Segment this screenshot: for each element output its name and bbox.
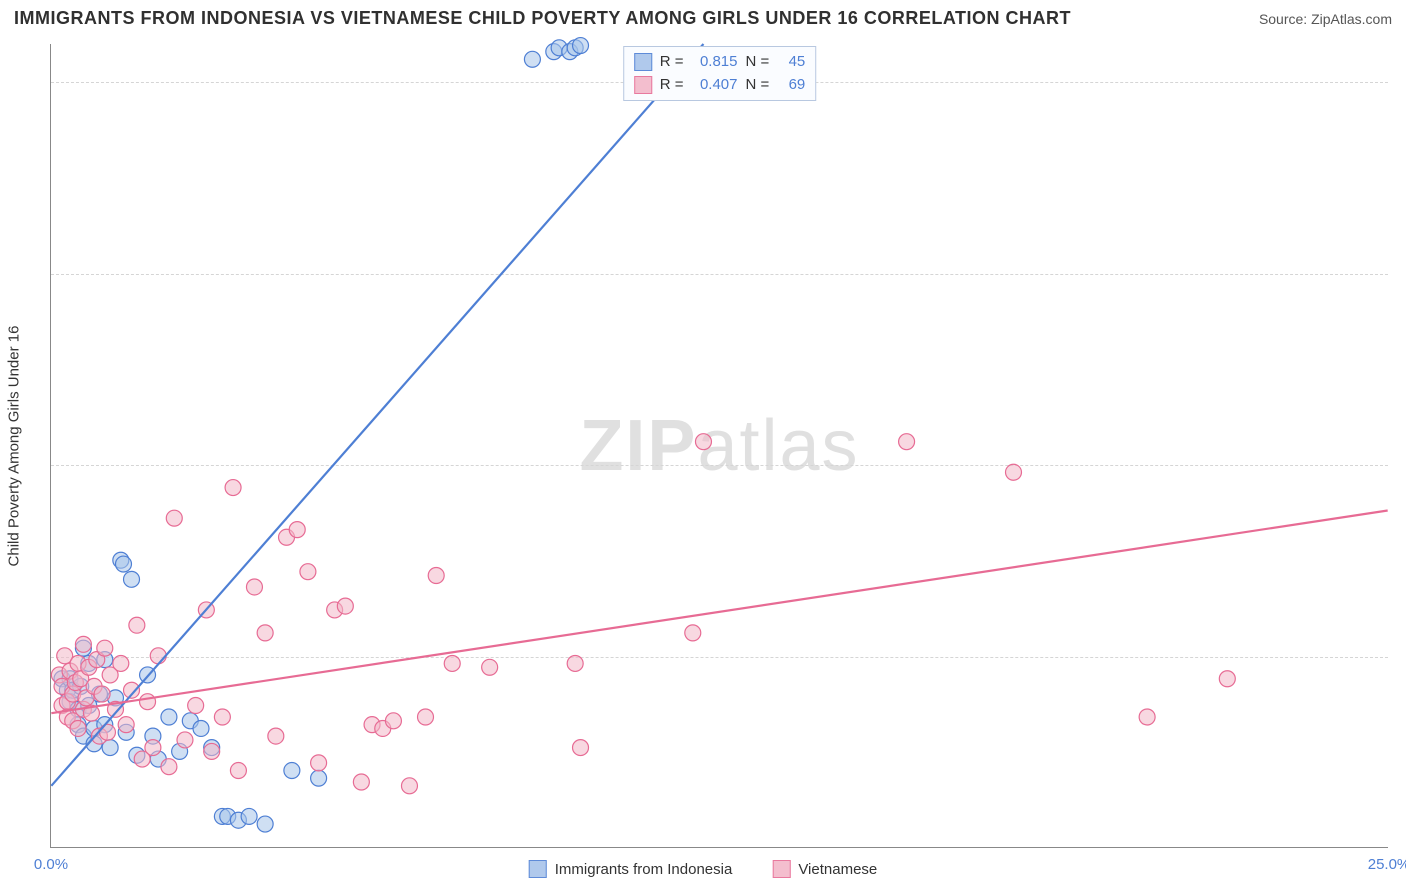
y-tick-label: 25.0% bbox=[1396, 648, 1406, 665]
scatter-point bbox=[567, 655, 583, 671]
plot-area: ZIPatlas 25.0%50.0%75.0%100.0% 0.0%25.0%… bbox=[50, 44, 1388, 848]
legend-swatch bbox=[634, 76, 652, 94]
scatter-point bbox=[113, 655, 129, 671]
regression-line bbox=[51, 511, 1387, 714]
scatter-point bbox=[524, 51, 540, 67]
y-axis-label: Child Poverty Among Girls Under 16 bbox=[6, 205, 23, 446]
scatter-point bbox=[300, 564, 316, 580]
scatter-point bbox=[257, 625, 273, 641]
scatter-point bbox=[418, 709, 434, 725]
scatter-point bbox=[573, 740, 589, 756]
legend-n-label: N = bbox=[746, 74, 770, 97]
legend-series-name: Immigrants from Indonesia bbox=[555, 861, 733, 878]
chart-header: IMMIGRANTS FROM INDONESIA VS VIETNAMESE … bbox=[14, 8, 1392, 29]
regression-line bbox=[51, 44, 703, 786]
chart-title: IMMIGRANTS FROM INDONESIA VS VIETNAMESE … bbox=[14, 8, 1071, 29]
scatter-point bbox=[161, 709, 177, 725]
scatter-point bbox=[124, 571, 140, 587]
scatter-point bbox=[129, 617, 145, 633]
legend-n-label: N = bbox=[746, 51, 770, 74]
scatter-point bbox=[337, 598, 353, 614]
scatter-point bbox=[482, 659, 498, 675]
scatter-point bbox=[75, 636, 91, 652]
scatter-point bbox=[193, 720, 209, 736]
legend-n-value: 69 bbox=[777, 74, 805, 97]
legend-n-value: 45 bbox=[777, 51, 805, 74]
scatter-point bbox=[150, 648, 166, 664]
scatter-point bbox=[257, 816, 273, 832]
scatter-point bbox=[118, 717, 134, 733]
y-tick-label: 100.0% bbox=[1396, 74, 1406, 91]
scatter-point bbox=[97, 640, 113, 656]
scatter-point bbox=[428, 568, 444, 584]
scatter-point bbox=[311, 755, 327, 771]
scatter-point bbox=[246, 579, 262, 595]
scatter-point bbox=[241, 808, 257, 824]
scatter-point bbox=[161, 759, 177, 775]
legend-swatch bbox=[634, 53, 652, 71]
scatter-point bbox=[284, 763, 300, 779]
scatter-plot-svg bbox=[51, 44, 1388, 847]
legend-series-name: Vietnamese bbox=[798, 861, 877, 878]
scatter-point bbox=[444, 655, 460, 671]
scatter-point bbox=[225, 480, 241, 496]
y-tick-label: 50.0% bbox=[1396, 457, 1406, 474]
scatter-point bbox=[401, 778, 417, 794]
scatter-point bbox=[695, 434, 711, 450]
scatter-point bbox=[166, 510, 182, 526]
scatter-point bbox=[1006, 464, 1022, 480]
scatter-point bbox=[145, 740, 161, 756]
legend-swatch bbox=[772, 860, 790, 878]
legend-item: Vietnamese bbox=[772, 860, 877, 878]
series-legend: Immigrants from Indonesia Vietnamese bbox=[529, 860, 878, 878]
legend-r-label: R = bbox=[660, 74, 684, 97]
scatter-point bbox=[94, 686, 110, 702]
source-label: Source: ZipAtlas.com bbox=[1259, 11, 1392, 27]
x-tick-label: 0.0% bbox=[34, 856, 68, 873]
y-tick-label: 75.0% bbox=[1396, 265, 1406, 282]
scatter-point bbox=[116, 556, 132, 572]
scatter-point bbox=[140, 694, 156, 710]
legend-item: Immigrants from Indonesia bbox=[529, 860, 733, 878]
scatter-point bbox=[685, 625, 701, 641]
scatter-point bbox=[204, 743, 220, 759]
scatter-point bbox=[230, 763, 246, 779]
legend-r-value: 0.407 bbox=[692, 74, 738, 97]
legend-swatch bbox=[529, 860, 547, 878]
scatter-point bbox=[899, 434, 915, 450]
scatter-point bbox=[353, 774, 369, 790]
scatter-point bbox=[573, 38, 589, 54]
scatter-point bbox=[268, 728, 284, 744]
legend-r-value: 0.815 bbox=[692, 51, 738, 74]
chart-frame: ZIPatlas 25.0%50.0%75.0%100.0% 0.0%25.0%… bbox=[50, 44, 1388, 848]
legend-r-label: R = bbox=[660, 51, 684, 74]
scatter-point bbox=[70, 720, 86, 736]
scatter-point bbox=[188, 698, 204, 714]
x-tick-label: 25.0% bbox=[1368, 856, 1406, 873]
scatter-point bbox=[1219, 671, 1235, 687]
scatter-point bbox=[214, 709, 230, 725]
legend-row: R = 0.407 N = 69 bbox=[634, 74, 806, 97]
legend-row: R = 0.815 N = 45 bbox=[634, 51, 806, 74]
scatter-point bbox=[385, 713, 401, 729]
scatter-point bbox=[311, 770, 327, 786]
correlation-legend: R = 0.815 N = 45 R = 0.407 N = 69 bbox=[623, 46, 817, 101]
scatter-point bbox=[289, 522, 305, 538]
scatter-point bbox=[177, 732, 193, 748]
scatter-point bbox=[1139, 709, 1155, 725]
